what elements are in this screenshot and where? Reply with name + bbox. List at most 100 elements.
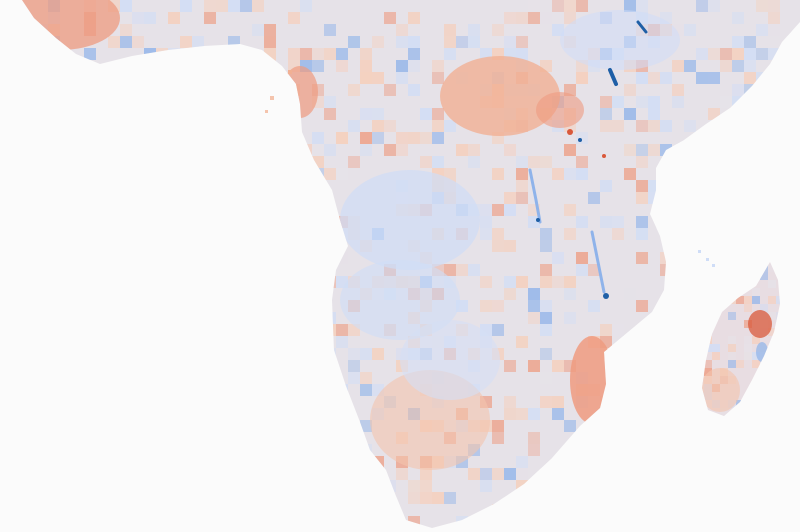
- africa-raster-cell-652: [492, 264, 504, 276]
- africa-raster-cell-380: [564, 144, 576, 156]
- africa-raster-cell-797: [492, 324, 504, 336]
- africa-raster-cell-1241: [444, 504, 456, 516]
- africa-raster-cell-95: [180, 36, 192, 48]
- africa-raster-cell-78: [552, 24, 564, 36]
- madagascar-hotspot: [748, 310, 772, 338]
- africa-raster-cell-346: [408, 132, 420, 144]
- africa-raster-cell-649: [456, 264, 468, 276]
- africa-raster-cell-1005: [528, 408, 540, 420]
- africa-raster-cell-36: [132, 12, 144, 24]
- island-3: [698, 250, 701, 253]
- africa-raster-cell-184: [744, 60, 756, 72]
- africa-raster-cell-887: [552, 360, 564, 372]
- africa-raster-cell-106: [444, 36, 456, 48]
- africa-raster-cell-85: [744, 24, 756, 36]
- africa-raster-cell-94: [168, 36, 180, 48]
- africa-raster-cell-1027: [360, 420, 372, 432]
- africa-raster-cell-524: [564, 204, 576, 216]
- cool-central-basin: [340, 170, 480, 270]
- africa-raster-cell-170: [408, 60, 420, 72]
- africa-raster-cell-168: [360, 60, 372, 72]
- madagascar-raster-cell-65: [744, 352, 752, 360]
- africa-raster-cell-625: [636, 252, 648, 264]
- madagascar-raster-cell-55: [752, 336, 760, 344]
- africa-raster-cell-324: [600, 120, 612, 132]
- africa-raster-cell-648: [444, 264, 456, 276]
- africa-raster-cell-148: [696, 48, 708, 60]
- madagascar-raster-cell-40: [768, 312, 776, 320]
- africa-raster-cell-131: [288, 48, 300, 60]
- africa-raster-cell-24: [624, 0, 636, 12]
- africa-raster-cell-16: [348, 0, 360, 12]
- africa-raster-cell-57: [780, 12, 792, 24]
- africa-raster-cell-520: [480, 204, 492, 216]
- africa-raster-cell-110: [516, 36, 528, 48]
- africa-raster-cell-469: [516, 180, 528, 192]
- africa-raster-cell-607: [624, 240, 636, 252]
- africa-raster-cell-101: [348, 36, 360, 48]
- africa-raster-cell-169: [396, 60, 408, 72]
- africa-raster-cell-683: [480, 276, 492, 288]
- madagascar-raster-cell-28: [752, 296, 760, 304]
- africa-raster-cell-604: [504, 240, 516, 252]
- africa-raster-cell-408: [468, 156, 480, 168]
- africa-raster-cell-353: [660, 132, 672, 144]
- africa-raster-cell-577: [480, 228, 492, 240]
- africa-raster-cell-685: [516, 276, 528, 288]
- africa-raster-cell-133: [312, 48, 324, 60]
- africa-raster-cell-238: [672, 84, 684, 96]
- africa-raster-cell-84: [684, 24, 696, 36]
- africa-raster-cell-771: [504, 312, 516, 324]
- africa-raster-cell-256: [588, 96, 600, 108]
- africa-raster-cell-117: [744, 36, 756, 48]
- africa-raster-cell-438: [336, 168, 348, 180]
- africa-raster-cell-1192: [480, 480, 492, 492]
- africa-raster-cell-653: [540, 264, 552, 276]
- africa-raster-cell-87: [768, 24, 780, 36]
- africa-raster-cell-25: [636, 0, 648, 12]
- africa-raster-cell-196: [360, 72, 372, 84]
- africa-raster-cell-583: [624, 228, 636, 240]
- africa-raster-cell-138: [444, 48, 456, 60]
- africa-raster-cell-828: [528, 336, 540, 348]
- africa-raster-cell-940: [360, 384, 372, 396]
- africa-raster-cell-96: [192, 36, 204, 48]
- africa-raster-cell-1034: [492, 420, 504, 432]
- africa-raster-cell-102: [372, 36, 384, 48]
- africa-raster-cell-86: [756, 24, 768, 36]
- africa-raster-cell-348: [432, 132, 444, 144]
- africa-raster-cell-885: [504, 360, 516, 372]
- africa-raster-cell-342: [336, 132, 348, 144]
- island-6: [288, 70, 292, 74]
- africa-raster-cell-1220: [444, 492, 456, 504]
- africa-raster-cell-18: [420, 0, 432, 12]
- anomaly-east-highland: [536, 92, 584, 128]
- africa-raster-cell-40: [288, 12, 300, 24]
- africa-raster-cell-315: [348, 120, 360, 132]
- africa-raster-cell-799: [564, 324, 576, 336]
- africa-raster-cell-381: [624, 144, 636, 156]
- africa-raster-cell-772: [528, 312, 540, 324]
- africa-raster-cell-798: [540, 324, 552, 336]
- africa-raster-cell-437: [324, 168, 336, 180]
- madagascar-raster-cell-59: [712, 344, 720, 352]
- africa-raster-cell-448: [624, 168, 636, 180]
- africa-raster-cell-283: [432, 108, 444, 120]
- africa-raster-cell-622: [552, 252, 564, 264]
- africa-raster-cell-470: [600, 180, 612, 192]
- africa-raster-cell-180: [672, 60, 684, 72]
- africa-raster-cell-46: [528, 12, 540, 24]
- africa-raster-cell-746: [540, 300, 552, 312]
- africa-raster-cell-150: [720, 48, 732, 60]
- africa-raster-cell-295: [672, 108, 684, 120]
- africa-raster-cell-251: [324, 96, 336, 108]
- lake-malawi: [590, 230, 606, 294]
- africa-raster-cell-105: [432, 36, 444, 48]
- lake-features: [528, 20, 648, 299]
- anomaly-central-east: [440, 56, 560, 136]
- africa-raster-cell-406: [432, 156, 444, 168]
- africa-raster-cell-1152: [396, 468, 408, 480]
- africa-raster-cell-378: [504, 144, 516, 156]
- africa-raster-cell-1217: [408, 492, 420, 504]
- africa-raster-cell-379: [528, 144, 540, 156]
